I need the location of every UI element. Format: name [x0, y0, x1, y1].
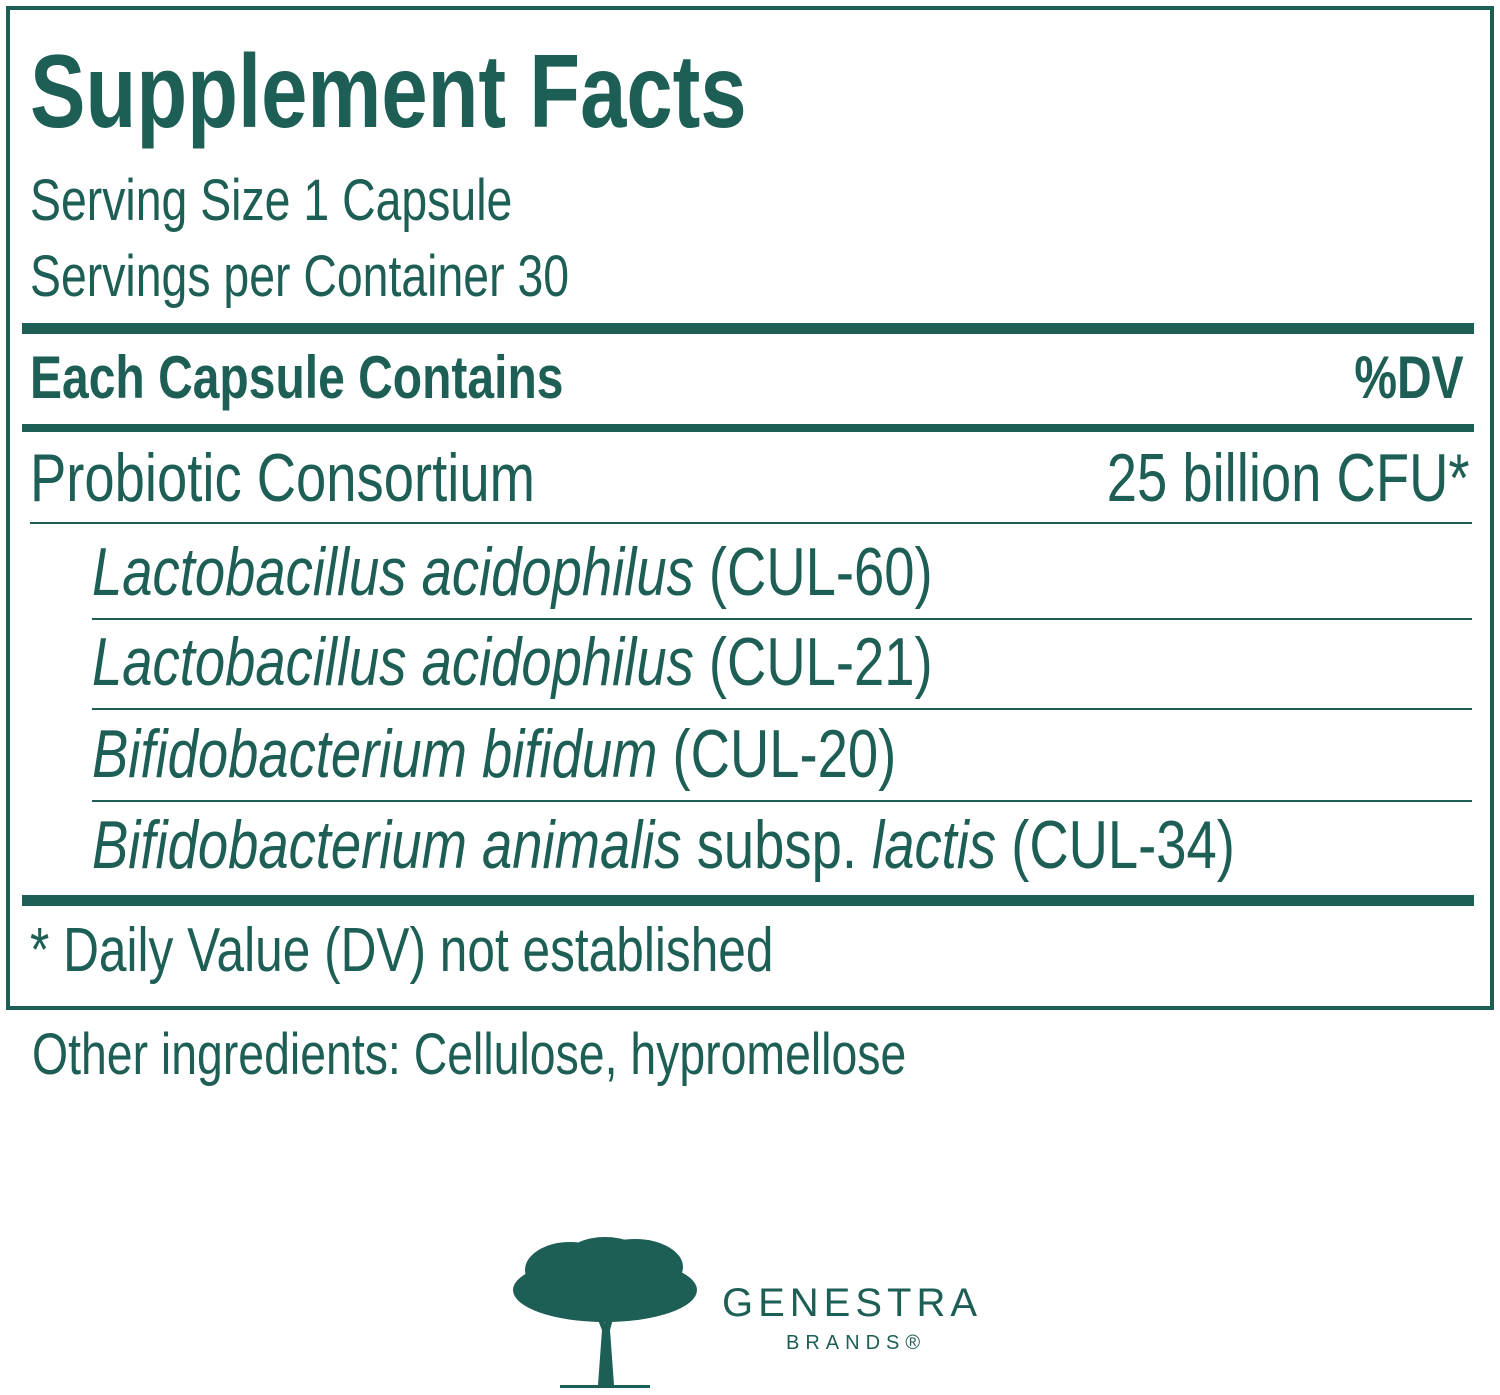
strain-part: Bifidobacterium bifidum [92, 716, 658, 792]
strain-part: Lactobacillus acidophilus [92, 624, 694, 700]
strain-row: Lactobacillus acidophilus (CUL-60) [92, 538, 1143, 606]
servings-per-container: Servings per Container 30 [30, 248, 704, 306]
servings-text: Servings per Container 30 [30, 244, 570, 309]
header-left-text: Each Capsule Contains [30, 344, 564, 411]
serving-size-text: Serving Size 1 Capsule [30, 168, 513, 233]
strain-text: Bifidobacterium animalis subsp. lactis (… [92, 811, 1235, 879]
strain-part: Lactobacillus acidophilus [92, 534, 694, 610]
title-text: Supplement Facts [30, 34, 747, 150]
strain-row: Bifidobacterium bifidum (CUL-20) [92, 720, 1097, 788]
header-right-text: %DV [1354, 344, 1464, 411]
other-ingredients-text: Other ingredients: Cellulose, hypromello… [32, 1022, 907, 1087]
main-row-name: Probiotic Consortium [30, 444, 661, 512]
serving-size: Serving Size 1 Capsule [30, 172, 633, 230]
strain-text: Lactobacillus acidophilus (CUL-60) [92, 538, 933, 606]
thin-rule [92, 800, 1472, 802]
logo-brand: GENESTRA [722, 1281, 983, 1325]
header-right: %DV [1327, 348, 1464, 408]
strain-part: subsp. [696, 807, 857, 883]
thick-rule [22, 323, 1474, 334]
label-border [6, 6, 1494, 1010]
strain-row: Bifidobacterium animalis subsp. lactis (… [92, 811, 1500, 879]
strain-row: Lactobacillus acidophilus (CUL-21) [92, 628, 1143, 696]
header-left: Each Capsule Contains [30, 348, 697, 408]
main-row-amount: 25 billion CFU* [1016, 444, 1470, 512]
main-row-amount-text: 25 billion CFU* [1107, 440, 1470, 516]
strain-part: (CUL-34) [1011, 807, 1235, 883]
strain-text: Lactobacillus acidophilus (CUL-21) [92, 628, 933, 696]
thin-rule [30, 522, 1472, 524]
main-row-name-text: Probiotic Consortium [30, 440, 535, 516]
thin-rule [92, 708, 1472, 710]
logo-sub: BRANDS® [786, 1332, 927, 1354]
strain-part: (CUL-20) [672, 716, 897, 792]
strain-part: (CUL-21) [708, 624, 933, 700]
thick-rule [22, 424, 1474, 432]
thin-rule [92, 618, 1472, 620]
strain-part: lactis [872, 807, 997, 883]
logo-tree [513, 1237, 697, 1388]
footnote: * Daily Value (DV) not established [30, 920, 959, 982]
strain-part: (CUL-60) [708, 534, 933, 610]
other-ingredients: Other ingredients: Cellulose, hypromello… [32, 1026, 1125, 1084]
footnote-text: * Daily Value (DV) not established [30, 916, 774, 985]
title: Supplement Facts [30, 40, 926, 144]
thick-rule [22, 895, 1474, 906]
strain-part: Bifidobacterium animalis [92, 807, 682, 883]
strain-text: Bifidobacterium bifidum (CUL-20) [92, 720, 896, 788]
